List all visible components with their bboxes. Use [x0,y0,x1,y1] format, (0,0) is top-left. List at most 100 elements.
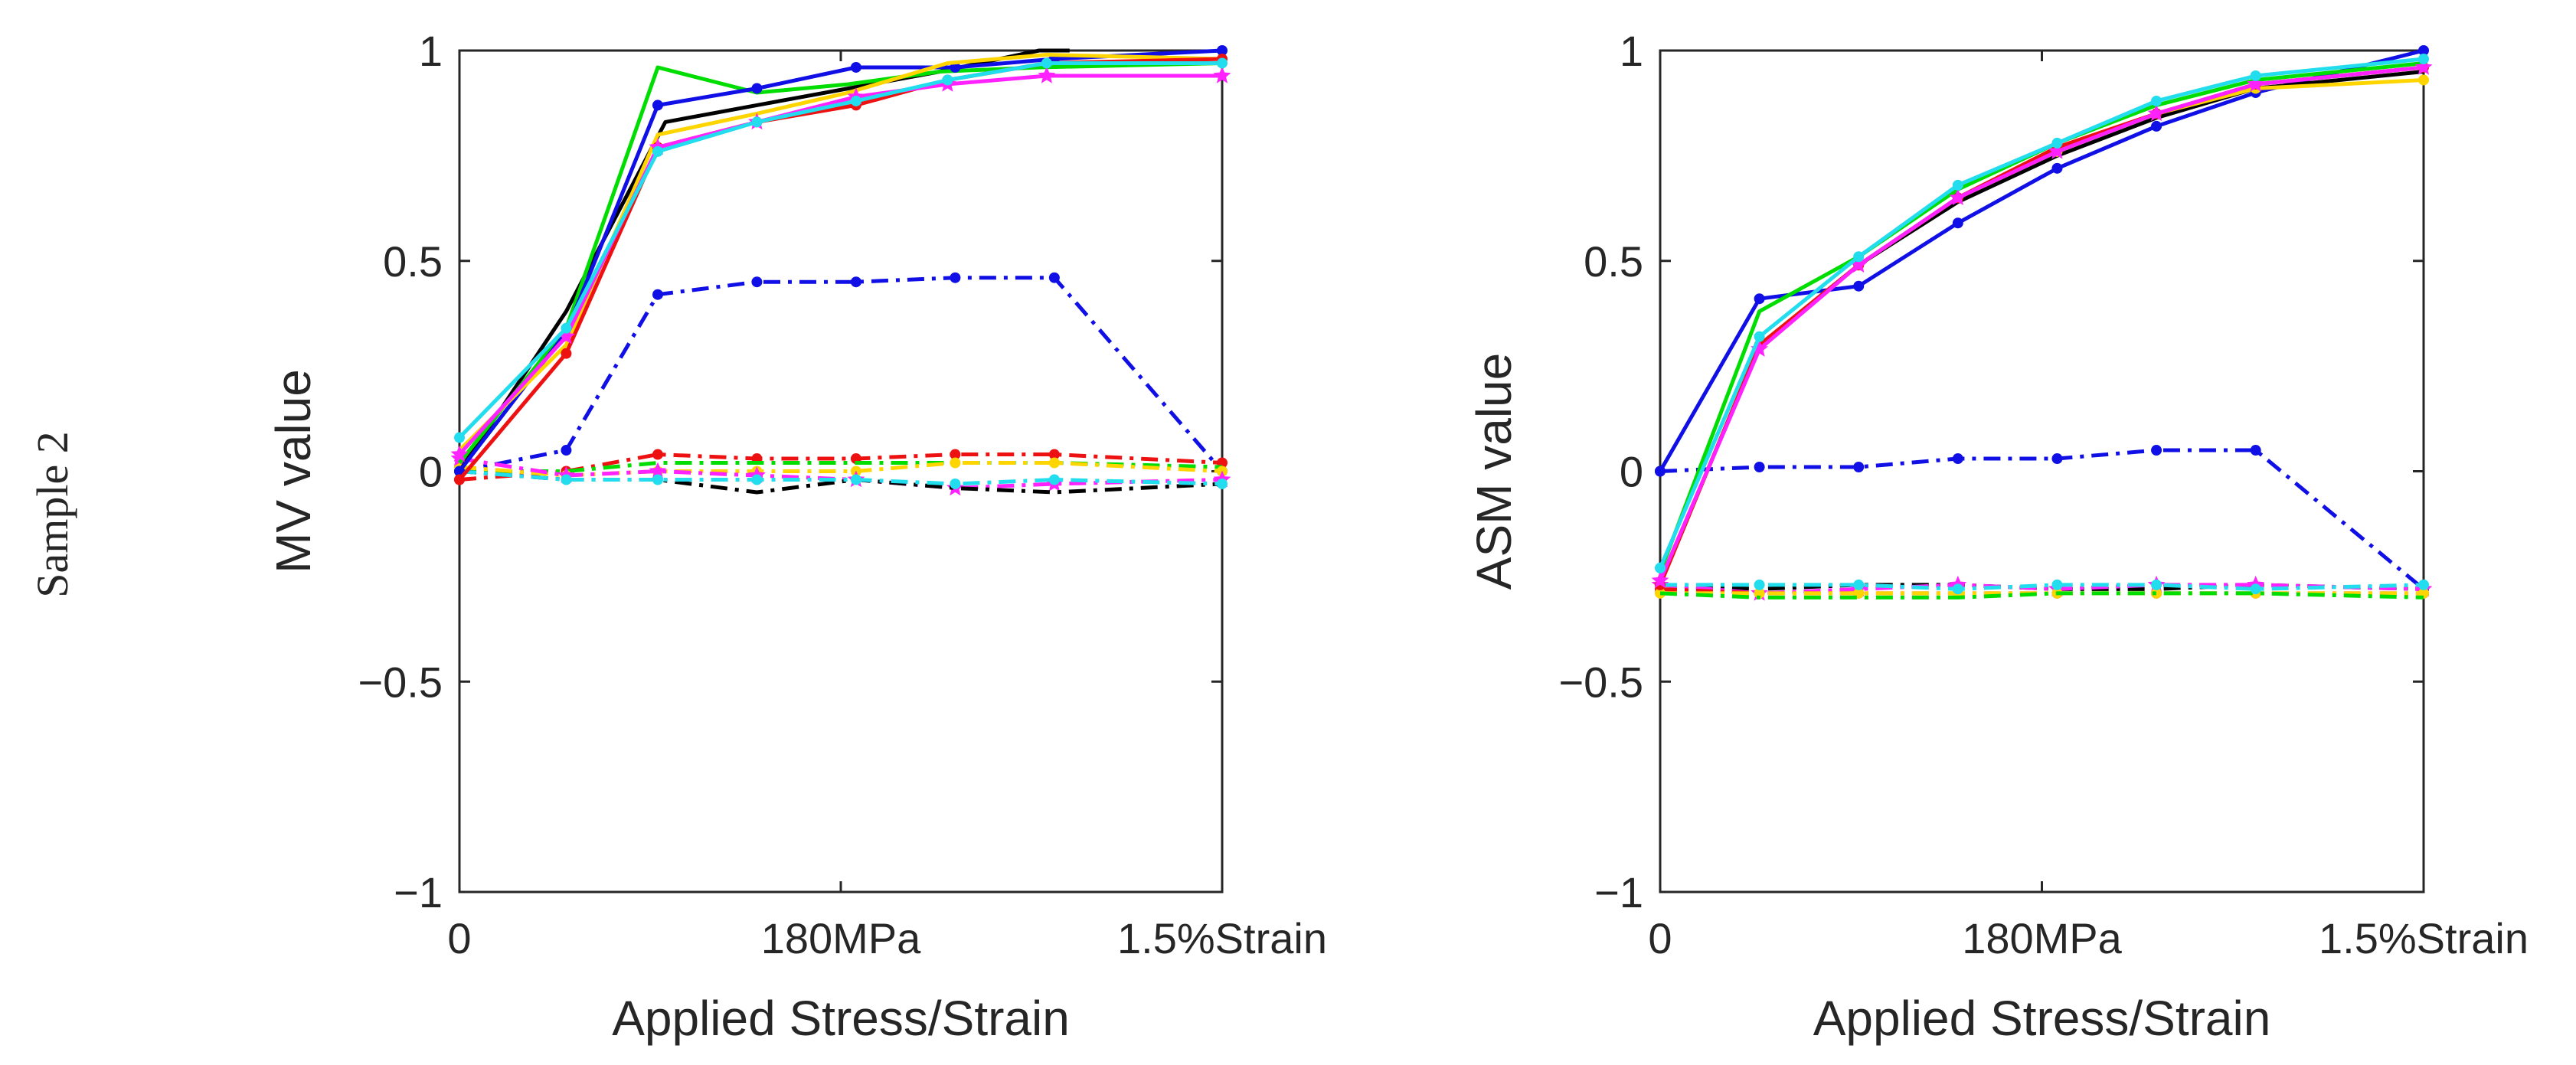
data-point [2418,579,2429,590]
x-axis-label: Applied Stress/Strain [612,991,1070,1046]
data-point [1041,57,1052,69]
data-point [1853,579,1865,590]
data-point [1048,474,1060,485]
x-tick-label: 0 [1648,914,1672,962]
data-point [1048,272,1060,283]
series-solid-cyan [454,57,1228,443]
data-point [1849,256,1868,273]
series-line [458,61,1222,439]
row-label: Sample 2 [28,431,77,597]
chart-asm: −1 −0.5 0 0.5 1 0 180MPa 1.5%Strain Applied Stre… [1466,27,2529,1046]
data-point [2418,74,2429,86]
data-point [2418,53,2429,64]
data-point [1952,217,1963,229]
y-axis-label: ASM value [1466,353,1522,590]
x-tick-label: 180MPa [761,914,921,962]
data-point [2151,445,2162,456]
data-point [1952,453,1963,465]
data-point [751,116,763,128]
data-point [1217,45,1228,56]
series-solid-blue [1655,45,2429,477]
x-axis-label: Applied Stress/Strain [1813,991,2271,1046]
series-solid-green [1658,61,2424,573]
data-point [850,474,861,485]
series-line [1659,448,2425,591]
data-point [751,83,763,94]
data-point [2048,142,2066,159]
data-point [652,145,663,157]
data-point [1952,179,1963,191]
x-tick-label: 180MPa [1962,914,2122,962]
series-solid-magenta [1651,58,2433,589]
x-tick-label: 1.5%Strain [2319,914,2529,962]
data-point [561,445,572,456]
data-point [2250,70,2261,81]
data-point [2051,579,2063,590]
y-tick-label: −0.5 [358,658,443,706]
data-point [1038,67,1056,83]
data-point [649,462,667,479]
data-point [1048,457,1060,469]
data-point [2250,445,2261,456]
data-point [2151,579,2162,590]
series-line [1659,591,2424,599]
series-dashdot-blue [1655,445,2429,595]
series-solid-cyan [1655,53,2429,573]
series-solid-magenta [450,67,1231,462]
data-point [2151,587,2162,599]
series-solid-green [458,61,1223,465]
data-point [1754,462,1765,473]
data-point [950,272,961,283]
series-line [1658,65,2424,582]
series-line [1660,583,2424,591]
data-point [2151,95,2162,106]
data-point [1655,562,1666,573]
data-point [2051,453,2063,465]
series-line [1658,57,2424,569]
series-solid-yellow [458,53,1223,452]
data-point [557,327,575,345]
series-line [458,61,1223,465]
series-line [458,48,1223,473]
data-point [1048,449,1060,460]
data-point [751,276,763,288]
data-point [2414,58,2433,75]
data-point [1754,293,1765,305]
series-line [458,53,1223,452]
data-point [2250,583,2261,595]
data-point [1655,466,1666,477]
data-point [2147,104,2166,122]
data-point [850,61,861,73]
data-point [1853,280,1865,292]
series-dashdot-green [1659,591,2424,599]
data-point [2151,120,2162,132]
data-point [1853,251,1865,263]
data-point [1651,571,1669,589]
data-point [1949,188,1967,205]
data-point [454,474,465,485]
series-solid-blue [454,45,1228,477]
y-tick-label: −1 [394,868,443,916]
data-point [2051,137,2063,149]
y-tick-label: 0.5 [383,237,443,286]
data-point [850,276,861,288]
y-tick-label: −1 [1594,868,1643,916]
data-point [652,474,663,485]
data-point [450,445,469,462]
series-line [459,276,1224,473]
data-point [652,100,663,111]
data-point [2247,75,2265,92]
series-line [1658,48,2424,472]
y-tick-label: −0.5 [1558,658,1643,706]
data-point [950,478,961,489]
series-line [458,74,1222,456]
data-point [1853,462,1865,473]
y-tick-label: 0 [1620,448,1643,496]
data-point [1754,331,1765,342]
data-point [1751,340,1768,357]
y-axis-label: MV value [266,369,321,573]
data-point [1217,478,1228,489]
series-line [459,456,1223,490]
data-point [950,449,961,460]
